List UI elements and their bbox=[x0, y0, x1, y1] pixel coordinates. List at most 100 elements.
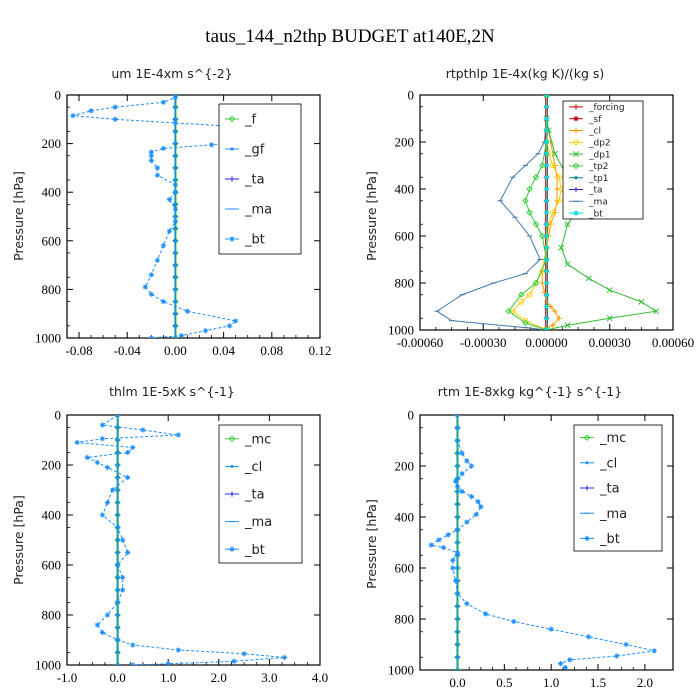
data-point bbox=[130, 662, 136, 665]
panel-thlm: thlm 1E-5xK s^{-1} Pressure [hPa] -1.0 0.… bbox=[11, 384, 328, 685]
data-point bbox=[428, 542, 434, 548]
legend-label: _bt bbox=[244, 543, 265, 558]
data-point bbox=[459, 471, 465, 477]
data-point bbox=[543, 198, 550, 204]
data-point bbox=[120, 587, 126, 593]
y-tick-label: 800 bbox=[395, 276, 415, 291]
data-point bbox=[459, 488, 465, 495]
data-point bbox=[543, 315, 550, 321]
data-point bbox=[436, 537, 442, 543]
panel-title: rtm 1E-8xkg kg^{-1} s^{-1} bbox=[438, 384, 622, 399]
y-tick-label: 600 bbox=[395, 229, 415, 244]
data-point bbox=[567, 657, 573, 663]
y-tick-label: 200 bbox=[42, 458, 62, 473]
x-tick-label: -0.00060 bbox=[397, 335, 444, 350]
data-point bbox=[556, 315, 562, 321]
data-point bbox=[175, 432, 181, 438]
data-point bbox=[522, 319, 529, 327]
y-tick-label: 400 bbox=[42, 508, 62, 523]
y-tick-label: 200 bbox=[42, 136, 62, 151]
legend-marker bbox=[573, 116, 579, 122]
data-point bbox=[115, 524, 121, 531]
data-point bbox=[505, 307, 512, 315]
data-point bbox=[638, 298, 645, 305]
data-point bbox=[543, 209, 550, 216]
data-point bbox=[556, 174, 562, 181]
data-point bbox=[564, 221, 571, 228]
data-point bbox=[454, 550, 461, 556]
data-point bbox=[148, 158, 154, 164]
y-tick-label: 400 bbox=[395, 182, 415, 197]
data-point bbox=[564, 261, 571, 268]
data-point bbox=[202, 328, 209, 334]
data-point bbox=[172, 334, 179, 338]
data-point bbox=[550, 322, 556, 328]
data-point bbox=[550, 162, 556, 169]
x-tick-label: -0.08 bbox=[66, 343, 93, 358]
x-tick-label: -0.04 bbox=[114, 343, 142, 358]
data-point bbox=[558, 244, 565, 251]
data-point bbox=[543, 268, 550, 274]
data-point bbox=[478, 504, 484, 510]
y-tick-label: 800 bbox=[42, 282, 62, 297]
legend-marker bbox=[228, 435, 236, 443]
plot-frame bbox=[66, 94, 321, 339]
data-point bbox=[614, 653, 620, 659]
legend-label: _cl bbox=[588, 127, 601, 137]
legend-marker bbox=[573, 104, 579, 110]
y-tick-label: 600 bbox=[42, 558, 62, 573]
data-point bbox=[233, 318, 239, 324]
y-tick-label: 800 bbox=[42, 608, 62, 623]
y-tick-label: 1000 bbox=[388, 663, 414, 678]
data-point bbox=[459, 450, 465, 456]
data-point bbox=[160, 145, 166, 152]
data-point bbox=[74, 439, 80, 446]
data-point bbox=[154, 172, 160, 178]
data-point bbox=[94, 622, 100, 628]
y-tick-label: 1000 bbox=[388, 323, 414, 338]
x-tick-label: 2.0 bbox=[211, 670, 227, 685]
data-point bbox=[241, 651, 247, 657]
plot-area: -1.0 0.0 1.0 2.0 3.0 4.0 0 200 400 600 800 1000 _mc _… bbox=[35, 408, 328, 686]
data-point bbox=[172, 189, 179, 195]
legend-marker bbox=[585, 461, 589, 465]
data-point bbox=[468, 463, 475, 469]
x-tick-label: 3.0 bbox=[261, 670, 277, 685]
y-tick-label: 800 bbox=[395, 612, 415, 627]
data-point bbox=[517, 291, 525, 298]
data-point bbox=[175, 647, 181, 653]
data-point bbox=[454, 527, 461, 533]
data-point bbox=[88, 108, 94, 114]
data-point bbox=[445, 532, 451, 538]
data-point bbox=[543, 245, 550, 251]
data-point bbox=[539, 232, 546, 240]
data-point bbox=[450, 557, 456, 563]
data-point bbox=[104, 499, 111, 506]
data-point bbox=[552, 308, 558, 314]
series-line bbox=[546, 95, 658, 330]
x-tick-label: 4.0 bbox=[312, 670, 328, 685]
legend-marker bbox=[573, 151, 579, 158]
data-point bbox=[585, 275, 592, 282]
legend-label: _ta bbox=[599, 482, 620, 497]
data-point bbox=[148, 291, 154, 297]
data-point bbox=[557, 661, 564, 667]
data-point bbox=[550, 209, 556, 216]
x-tick-label: -1.0 bbox=[57, 670, 78, 685]
data-point bbox=[454, 437, 461, 444]
legend-label: _sf bbox=[588, 115, 602, 125]
data-point bbox=[125, 549, 131, 556]
legend-label: _cl bbox=[244, 460, 262, 475]
x-tick-label: 0.08 bbox=[260, 343, 283, 358]
legend-label: _tp2 bbox=[588, 162, 608, 172]
x-tick-label: 0.0 bbox=[449, 675, 465, 690]
data-point bbox=[154, 165, 160, 171]
data-point bbox=[564, 322, 571, 329]
legend-label: _dp1 bbox=[588, 150, 611, 160]
legend-marker bbox=[573, 139, 579, 146]
data-point bbox=[125, 449, 131, 456]
y-tick-label: 400 bbox=[42, 185, 62, 200]
x-tick-label: -0.00030 bbox=[460, 335, 507, 350]
legend-marker bbox=[228, 115, 236, 123]
data-point bbox=[468, 494, 475, 500]
